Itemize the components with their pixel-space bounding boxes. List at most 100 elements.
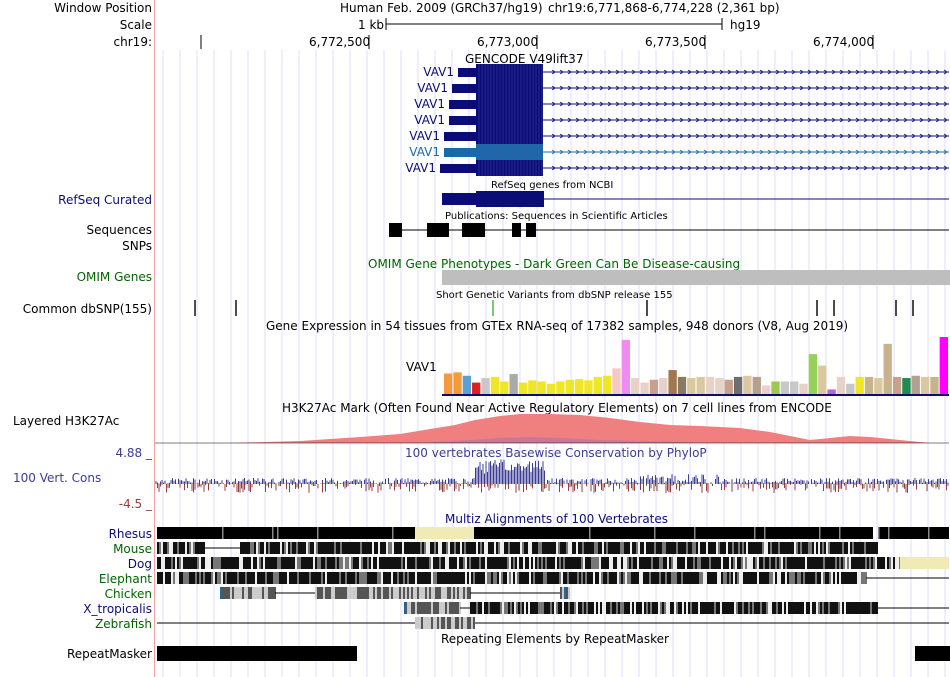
multiz-species-mouse[interactable]: Mouse [113, 542, 152, 556]
multiz-column [347, 572, 349, 584]
strand-arrow [551, 149, 556, 155]
multiz-column [557, 572, 559, 584]
strand-arrow [551, 165, 556, 171]
multiz-column [281, 572, 283, 584]
multiz-column [270, 587, 272, 599]
strand-arrow [735, 69, 740, 75]
multiz-column [749, 572, 751, 584]
multiz-species-elephant[interactable]: Elephant [98, 572, 152, 586]
multiz-column [457, 572, 459, 584]
multiz-column [557, 557, 559, 569]
multiz-column [568, 602, 570, 614]
multiz-column [421, 572, 423, 584]
strand-arrow [639, 117, 644, 123]
strand-arrow [607, 149, 612, 155]
multiz-column [758, 542, 760, 554]
multiz-column [429, 602, 431, 614]
omim-title: OMIM Gene Phenotypes - Dark Green Can Be… [368, 257, 740, 271]
multiz-column [371, 557, 373, 569]
multiz-column [501, 572, 503, 584]
multiz-column [425, 572, 427, 584]
h3k27ac-label[interactable]: Layered H3K27Ac [13, 414, 120, 428]
multiz-column [683, 572, 685, 584]
strand-arrow [799, 133, 804, 139]
multiz-column [570, 602, 572, 614]
strand-arrow [695, 165, 700, 171]
multiz-column [334, 542, 336, 554]
multiz-column [292, 542, 294, 554]
multiz-column [524, 542, 526, 554]
multiz-column [245, 557, 247, 569]
multiz-column [672, 602, 674, 614]
multiz-column [578, 602, 580, 614]
repeatmasker-label[interactable]: RepeatMasker [66, 647, 152, 661]
multiz-column [619, 572, 621, 584]
omim-label[interactable]: OMIM Genes [76, 270, 152, 284]
track-image[interactable]: Human Feb. 2009 (GRCh37/hg19) chr19:6,77… [155, 0, 950, 677]
multiz-column [199, 572, 201, 584]
multiz-column [667, 557, 669, 569]
multiz-column [441, 602, 443, 614]
multiz-column [319, 557, 321, 569]
multiz-species-zebrafish[interactable]: Zebrafish [95, 617, 152, 631]
multiz-column [207, 572, 209, 584]
snps-label[interactable]: SNPs [122, 239, 152, 253]
multiz-column [341, 557, 343, 569]
multiz-column [696, 542, 698, 554]
multiz-column [211, 572, 213, 584]
multiz-column [564, 602, 566, 614]
chrom-label: chr19: [113, 35, 152, 49]
strand-arrow [823, 85, 828, 91]
multiz-species-chicken[interactable]: Chicken [104, 587, 152, 601]
multiz-column [268, 587, 270, 599]
multiz-column [335, 557, 337, 569]
multiz-column [759, 557, 761, 569]
conservation-title: 100 vertebrates Basewise Conservation by… [405, 446, 707, 460]
multiz-column [423, 587, 425, 599]
multiz-column [179, 572, 181, 584]
multiz-column [726, 542, 728, 554]
refseq-label[interactable]: RefSeq Curated [58, 193, 152, 207]
multiz-column [677, 557, 679, 569]
multiz-species-rhesus[interactable]: Rhesus [108, 527, 152, 541]
multiz-column [261, 557, 263, 569]
multiz-column [605, 557, 607, 569]
strand-arrow [847, 85, 852, 91]
multiz-column [413, 557, 415, 569]
multiz-column [394, 542, 396, 554]
multiz-column [740, 602, 742, 614]
multiz-column [809, 557, 811, 569]
strand-arrow [911, 101, 916, 107]
multiz-column [447, 572, 449, 584]
multiz-column [850, 542, 852, 554]
multiz-column [386, 542, 388, 554]
multiz-column [305, 557, 307, 569]
multiz-column [426, 542, 428, 554]
multiz-column [610, 602, 612, 614]
strand-arrow [655, 149, 660, 155]
multiz-column [425, 587, 427, 599]
multiz-column [453, 587, 455, 599]
multiz-column [300, 542, 302, 554]
strand-arrow [807, 69, 812, 75]
multiz-column [818, 542, 820, 554]
multiz-species-xtropicalis[interactable]: X_tropicalis [83, 602, 152, 616]
multiz-column [626, 602, 628, 614]
multiz-column [518, 542, 520, 554]
multiz-column [325, 587, 327, 599]
multiz-species-dog[interactable]: Dog [127, 557, 152, 571]
multiz-column [723, 572, 725, 584]
multiz-column [169, 572, 171, 584]
multiz-column [510, 542, 512, 554]
multiz-column [745, 572, 747, 584]
strand-arrow [575, 69, 580, 75]
multiz-column [351, 587, 353, 599]
multiz-column [637, 572, 639, 584]
sequences-label[interactable]: Sequences [86, 223, 152, 237]
conservation-label[interactable]: 100 Vert. Cons [13, 471, 102, 485]
dbsnp-label[interactable]: Common dbSNP(155) [22, 302, 152, 316]
multiz-column [189, 542, 191, 554]
multiz-column [840, 542, 842, 554]
strand-arrow [679, 101, 684, 107]
multiz-column [287, 557, 289, 569]
